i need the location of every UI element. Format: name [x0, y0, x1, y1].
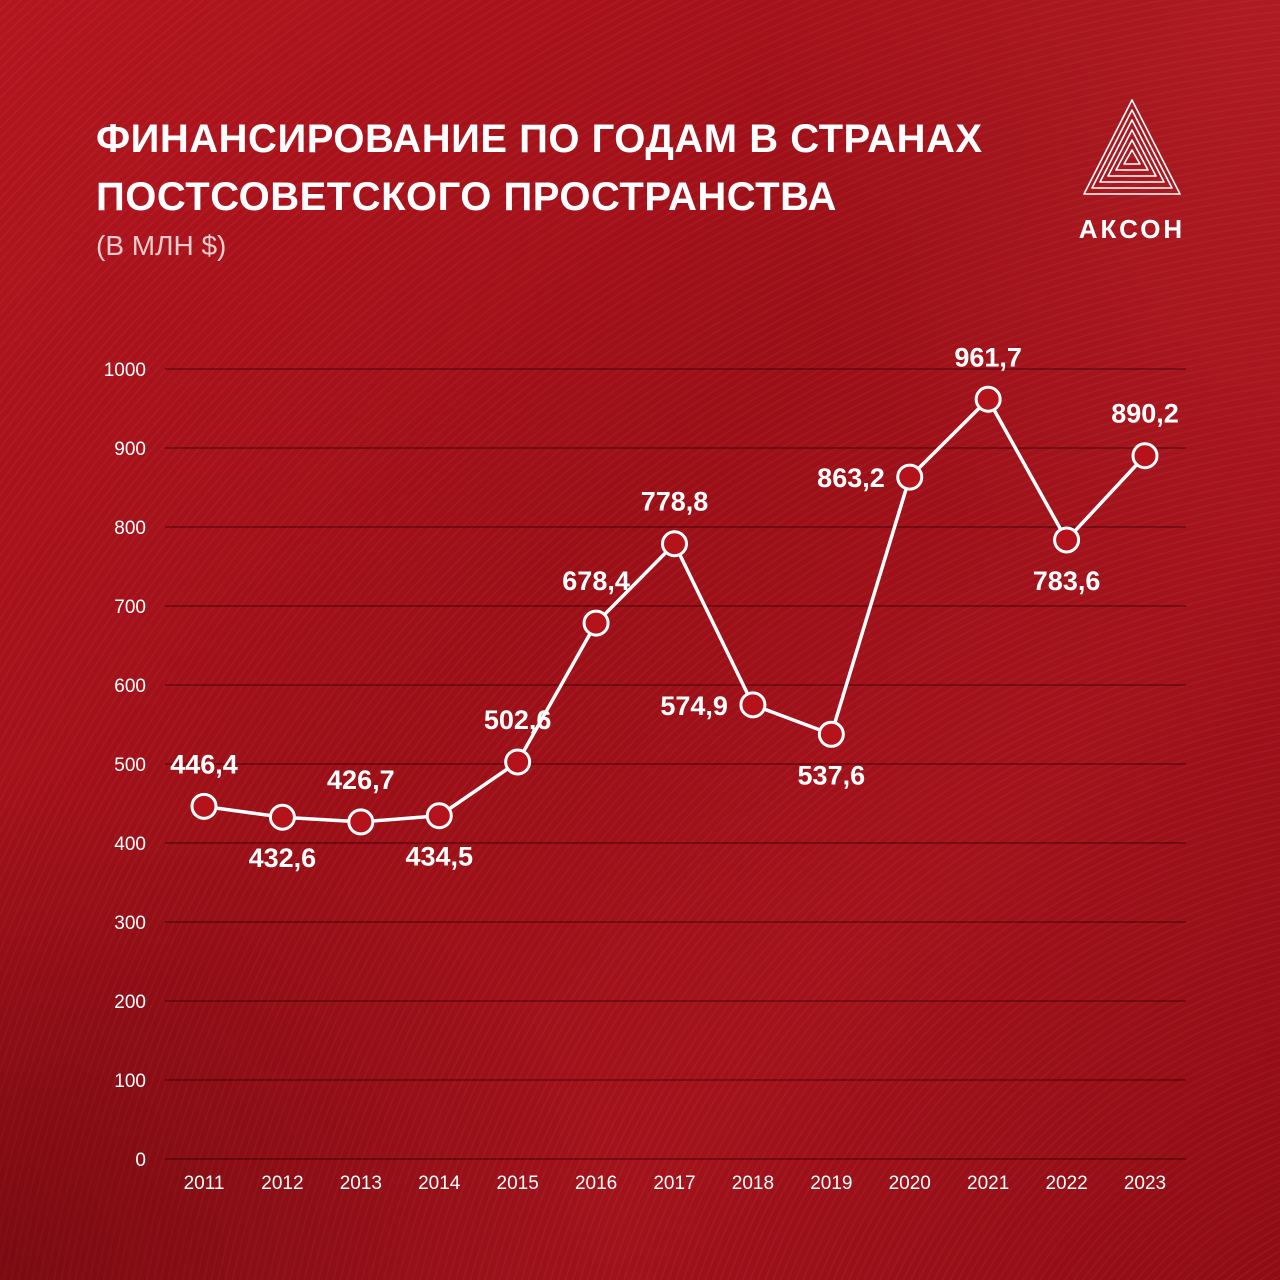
nested-triangle-logo-icon	[1083, 99, 1181, 195]
brand-logo: АКСОН	[1068, 96, 1196, 246]
data-point	[1053, 526, 1081, 554]
x-tick-label: 2011	[184, 1173, 225, 1194]
data-point	[817, 720, 845, 748]
y-tick-label: 1000	[104, 360, 146, 381]
data-point	[347, 808, 375, 836]
y-tick-label: 800	[114, 518, 146, 539]
x-tick-label: 2016	[575, 1173, 617, 1194]
data-point	[190, 792, 218, 820]
data-point	[504, 748, 532, 776]
data-label: 537,6	[798, 760, 866, 790]
data-label: 890,2	[1111, 399, 1179, 429]
y-tick-label: 400	[114, 834, 146, 855]
x-tick-label: 2019	[810, 1173, 852, 1194]
y-axis-ticks: 0 100 200 300 400 500 600 700 800 900 1000	[104, 360, 146, 1171]
y-tick-label: 0	[135, 1150, 146, 1171]
data-label: 434,5	[405, 842, 473, 872]
x-tick-label: 2018	[732, 1173, 774, 1194]
data-label: 426,7	[327, 765, 395, 795]
series	[190, 385, 1159, 836]
data-labels: 446,4 432,6 426,7 434,5 502,6 678,4 778,8 574,9…	[170, 342, 1179, 873]
x-tick-label: 2015	[497, 1173, 539, 1194]
x-tick-label: 2012	[261, 1173, 303, 1194]
chart-title-line1: ФИНАНСИРОВАНИЕ ПО ГОДАМ В СТРАНАХ	[96, 117, 983, 161]
y-tick-label: 500	[114, 755, 146, 776]
x-tick-label: 2014	[418, 1173, 461, 1194]
y-tick-label: 900	[114, 439, 146, 460]
data-label: 863,2	[817, 463, 885, 493]
data-label: 961,7	[954, 342, 1022, 372]
gridlines	[165, 368, 1186, 1160]
x-tick-label: 2013	[340, 1173, 382, 1194]
data-label: 574,9	[660, 691, 728, 721]
data-label: 446,4	[170, 749, 238, 779]
chart-title-line2: ПОСТСОВЕТСКОГО ПРОСТРАНСТВА	[96, 175, 837, 219]
data-label: 502,6	[484, 705, 552, 735]
brand-name: АКСОН	[1078, 214, 1186, 244]
data-point	[661, 530, 688, 558]
y-tick-label: 100	[114, 1071, 146, 1092]
data-label: 432,6	[249, 843, 317, 873]
x-tick-label: 2023	[1124, 1173, 1166, 1194]
x-tick-label: 2017	[653, 1173, 695, 1194]
data-point	[896, 463, 924, 491]
y-tick-label: 700	[114, 597, 146, 618]
data-point	[1131, 442, 1159, 470]
data-point	[974, 385, 1002, 413]
chart-subtitle: (В МЛН $)	[96, 230, 227, 261]
y-tick-label: 200	[114, 992, 146, 1013]
series-line	[203, 397, 1147, 824]
y-tick-label: 300	[114, 913, 146, 934]
x-tick-label: 2021	[967, 1173, 1009, 1194]
data-point	[739, 691, 767, 719]
x-tick-label: 2020	[889, 1173, 931, 1194]
data-point	[582, 609, 610, 637]
y-tick-label: 600	[114, 676, 146, 697]
data-label: 678,4	[562, 566, 630, 596]
x-axis-ticks: 2011 2012 2013 2014 2015 2016 2017 2018 2019 2020…	[184, 1173, 1167, 1194]
data-label: 783,6	[1033, 566, 1101, 596]
data-point	[268, 803, 296, 831]
data-point	[425, 802, 453, 830]
data-label: 778,8	[641, 487, 709, 517]
chart-title: ФИНАНСИРОВАНИЕ ПО ГОДАМ В СТРАНАХ ПОСТСО…	[96, 110, 1056, 226]
x-tick-label: 2022	[1045, 1173, 1087, 1194]
